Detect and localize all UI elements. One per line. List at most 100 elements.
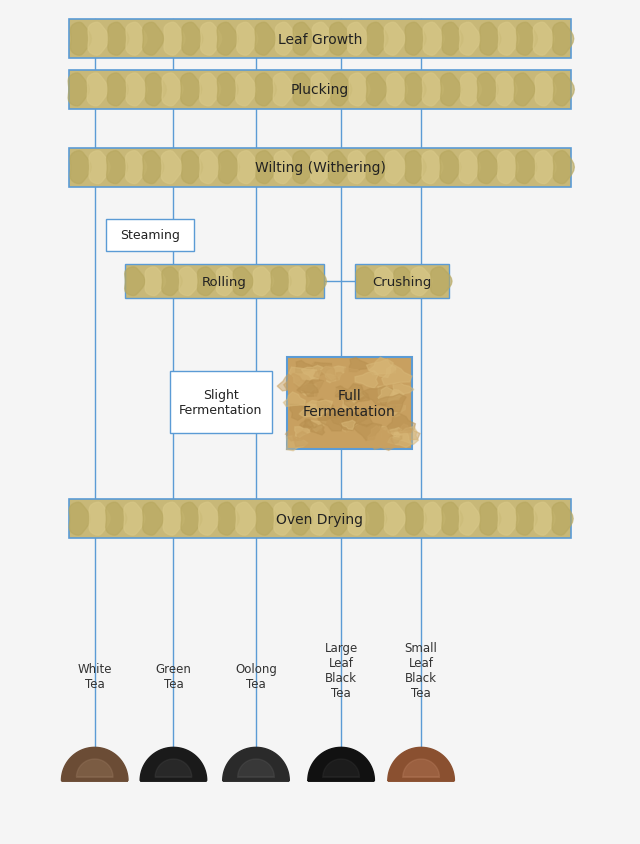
Polygon shape xyxy=(340,392,364,408)
Polygon shape xyxy=(298,383,317,396)
Text: Full
Fermentation: Full Fermentation xyxy=(303,388,396,419)
Polygon shape xyxy=(197,268,218,296)
Polygon shape xyxy=(332,412,360,429)
Polygon shape xyxy=(236,502,257,536)
Polygon shape xyxy=(294,379,324,397)
Polygon shape xyxy=(161,151,182,185)
Bar xyxy=(69,71,571,110)
Polygon shape xyxy=(460,23,481,57)
Polygon shape xyxy=(367,23,388,57)
Polygon shape xyxy=(335,387,351,398)
Polygon shape xyxy=(378,394,406,413)
Polygon shape xyxy=(348,23,369,57)
Polygon shape xyxy=(284,392,305,407)
Polygon shape xyxy=(552,502,573,536)
Polygon shape xyxy=(340,420,359,433)
Polygon shape xyxy=(330,23,351,57)
Bar xyxy=(69,500,571,538)
Polygon shape xyxy=(275,23,296,57)
Polygon shape xyxy=(182,23,203,57)
Polygon shape xyxy=(164,23,185,57)
Polygon shape xyxy=(274,502,295,536)
Polygon shape xyxy=(124,502,145,536)
Polygon shape xyxy=(497,151,518,185)
Polygon shape xyxy=(145,268,166,296)
Polygon shape xyxy=(387,414,415,432)
Polygon shape xyxy=(300,419,314,428)
Polygon shape xyxy=(218,502,239,536)
Polygon shape xyxy=(237,151,259,185)
Polygon shape xyxy=(480,502,501,536)
Polygon shape xyxy=(70,23,92,57)
Polygon shape xyxy=(349,376,376,394)
Polygon shape xyxy=(342,399,356,408)
Polygon shape xyxy=(289,368,318,387)
Polygon shape xyxy=(321,366,346,381)
Polygon shape xyxy=(325,375,339,383)
Text: Rolling: Rolling xyxy=(202,275,247,289)
Text: Green
Tea: Green Tea xyxy=(156,663,191,690)
Polygon shape xyxy=(88,23,109,57)
Polygon shape xyxy=(310,151,332,185)
Polygon shape xyxy=(317,412,349,431)
Polygon shape xyxy=(442,23,463,57)
Polygon shape xyxy=(389,436,402,444)
Text: Wilting (Withering): Wilting (Withering) xyxy=(255,161,385,175)
Polygon shape xyxy=(393,382,414,398)
Polygon shape xyxy=(347,390,365,403)
Polygon shape xyxy=(318,405,341,421)
Polygon shape xyxy=(303,420,317,430)
Polygon shape xyxy=(411,268,432,296)
Polygon shape xyxy=(274,151,295,185)
Polygon shape xyxy=(348,151,369,185)
Polygon shape xyxy=(366,151,387,185)
Polygon shape xyxy=(478,151,499,185)
Polygon shape xyxy=(535,151,556,185)
Polygon shape xyxy=(398,425,412,434)
Polygon shape xyxy=(237,759,275,777)
Polygon shape xyxy=(319,436,339,448)
Polygon shape xyxy=(162,268,182,296)
Polygon shape xyxy=(292,151,314,185)
Polygon shape xyxy=(143,151,164,185)
Polygon shape xyxy=(289,268,309,296)
Text: Large
Leaf
Black
Tea: Large Leaf Black Tea xyxy=(324,641,358,700)
Text: Leaf Growth: Leaf Growth xyxy=(278,33,362,46)
Polygon shape xyxy=(349,73,370,107)
Polygon shape xyxy=(365,430,396,451)
Polygon shape xyxy=(301,366,323,380)
Polygon shape xyxy=(460,73,481,107)
Polygon shape xyxy=(273,73,294,107)
Polygon shape xyxy=(344,369,360,379)
Polygon shape xyxy=(126,23,147,57)
Polygon shape xyxy=(367,360,394,378)
Polygon shape xyxy=(403,759,440,777)
Text: Small
Leaf
Black
Tea: Small Leaf Black Tea xyxy=(404,641,438,700)
Bar xyxy=(287,358,412,449)
Polygon shape xyxy=(480,23,501,57)
Polygon shape xyxy=(333,427,360,445)
Polygon shape xyxy=(307,401,333,416)
Polygon shape xyxy=(348,502,369,536)
Polygon shape xyxy=(552,23,573,57)
Polygon shape xyxy=(328,151,349,185)
Polygon shape xyxy=(323,759,360,777)
Polygon shape xyxy=(155,759,192,777)
Polygon shape xyxy=(200,151,221,185)
Polygon shape xyxy=(516,151,537,185)
Polygon shape xyxy=(360,371,378,383)
Polygon shape xyxy=(355,371,378,388)
Bar xyxy=(106,219,194,252)
Polygon shape xyxy=(294,432,317,447)
Polygon shape xyxy=(143,502,164,536)
Text: Slight
Fermentation: Slight Fermentation xyxy=(179,388,262,417)
Polygon shape xyxy=(514,73,535,107)
Polygon shape xyxy=(181,502,202,536)
Polygon shape xyxy=(106,502,127,536)
Polygon shape xyxy=(308,748,374,781)
Polygon shape xyxy=(76,759,113,777)
Polygon shape xyxy=(295,427,310,438)
Polygon shape xyxy=(322,430,335,437)
Polygon shape xyxy=(314,381,339,399)
Polygon shape xyxy=(422,73,444,107)
